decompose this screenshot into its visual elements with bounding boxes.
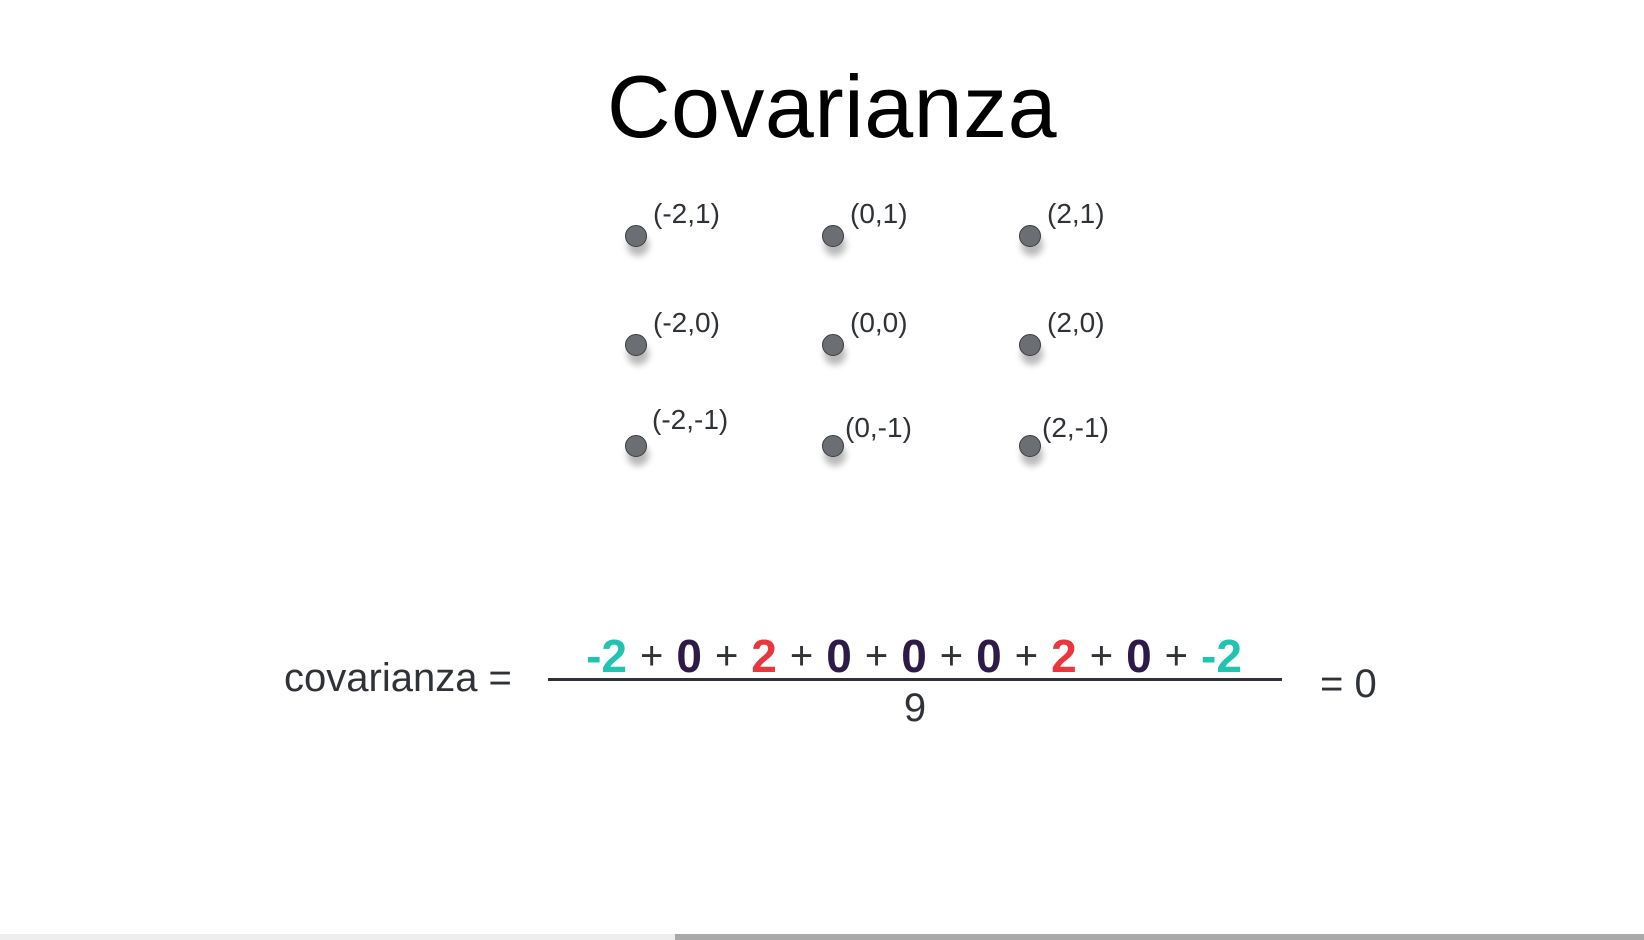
- numerator-term: 2: [1051, 630, 1077, 682]
- point-label: (-2,1): [653, 198, 720, 229]
- point-marker: [1019, 225, 1041, 247]
- horizontal-scrollbar[interactable]: [0, 934, 1644, 940]
- scrollbar-thumb[interactable]: [675, 934, 1644, 940]
- plus-operator: +: [864, 633, 889, 678]
- point-marker: [1019, 334, 1041, 356]
- point-label: (0,1): [850, 198, 908, 229]
- formula-lhs: covarianza =: [284, 656, 512, 700]
- numerator-term: 0: [901, 630, 927, 682]
- slide-title: Covarianza: [606, 57, 1058, 156]
- plus-operator: +: [789, 633, 814, 678]
- numerator-term: 0: [1126, 630, 1152, 682]
- point-label: (2,1): [1047, 198, 1105, 229]
- formula-result: = 0: [1320, 662, 1377, 706]
- plus-operator: +: [939, 633, 964, 678]
- formula-numerator: -2 +0 +2 +0 +0 +0 +2 +0 + -2: [548, 628, 1280, 684]
- plus-operator: +: [1089, 633, 1114, 678]
- point-marker: [822, 334, 844, 356]
- point-marker: [822, 435, 844, 457]
- point-label: (0,-1): [845, 412, 912, 443]
- point-marker: [625, 435, 647, 457]
- point-label: (2,0): [1047, 307, 1105, 338]
- numerator-term: 0: [676, 630, 702, 682]
- fraction-bar: [548, 678, 1282, 681]
- plus-operator: +: [639, 633, 664, 678]
- plus-operator: +: [1164, 633, 1189, 678]
- formula-denominator: 9: [903, 686, 927, 730]
- point-marker: [822, 225, 844, 247]
- point-marker: [625, 334, 647, 356]
- point-marker: [625, 225, 647, 247]
- numerator-term: 0: [826, 630, 852, 682]
- plus-operator: +: [1014, 633, 1039, 678]
- point-label: (2,-1): [1042, 412, 1109, 443]
- point-label: (-2,-1): [652, 404, 729, 435]
- numerator-term: -2: [586, 630, 627, 682]
- numerator-term: -2: [1201, 630, 1242, 682]
- numerator-term: 0: [976, 630, 1002, 682]
- numerator-term: 2: [751, 630, 777, 682]
- point-label: (-2,0): [653, 307, 720, 338]
- point-marker: [1019, 435, 1041, 457]
- plus-operator: +: [714, 633, 739, 678]
- point-label: (0,0): [850, 307, 908, 338]
